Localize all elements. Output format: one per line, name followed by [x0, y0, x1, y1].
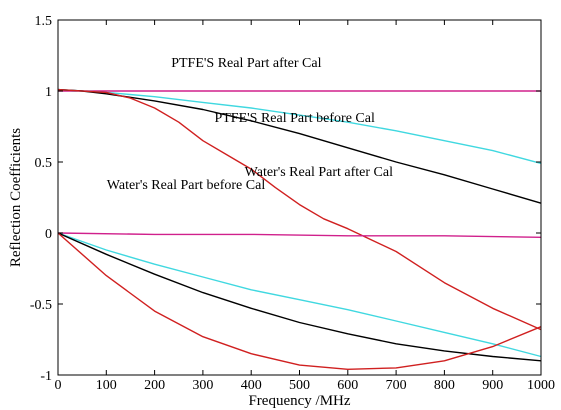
series-line-4 — [57, 232, 542, 238]
y-tick-label: 1.5 — [35, 14, 53, 29]
x-tick-label: 400 — [241, 378, 262, 393]
series-line-6 — [57, 232, 542, 362]
x-tick-label: 800 — [434, 378, 455, 393]
y-tick-label: 0 — [45, 227, 52, 242]
annotation-label: Water's Real Part before Cal — [107, 178, 266, 193]
annotation-label: Water's Real Part after Cal — [245, 165, 393, 180]
series-line-1 — [57, 88, 542, 165]
annotation-label: PTFE'S Real Part after Cal — [171, 56, 321, 71]
annotation-layer: PTFE'S Real Part after Cal PTFE'S Real Pa… — [107, 56, 393, 193]
y-tick-label: 0.5 — [35, 156, 53, 171]
x-tick-label: 0 — [55, 378, 62, 393]
series-line-3 — [57, 88, 542, 331]
series-line-7 — [57, 232, 542, 370]
x-tick-label: 700 — [386, 378, 407, 393]
series-line-5 — [57, 232, 542, 358]
x-tick-label: 500 — [289, 378, 310, 393]
x-tick-label: 300 — [192, 378, 213, 393]
y-axis-title: Reflection Coefficients — [8, 128, 24, 267]
series-layer — [57, 88, 542, 370]
x-tick-label: 900 — [482, 378, 503, 393]
x-tick-label: 1000 — [527, 378, 555, 393]
y-tick-label: 1 — [45, 85, 52, 100]
y-tick-label: -0.5 — [30, 298, 52, 313]
annotation-label: PTFE'S Real Part before Cal — [214, 111, 374, 126]
x-tick-label: 100 — [96, 378, 117, 393]
x-axis-title: Frequency /MHz — [248, 393, 350, 409]
ticks-layer: 0 100 200 300 400 500 600 700 800 900 1000 -1 -0.5 0 0… — [30, 14, 555, 393]
plot-frame — [57, 19, 542, 376]
x-tick-label: 200 — [144, 378, 165, 393]
x-tick-label: 600 — [337, 378, 358, 393]
y-tick-label: -1 — [40, 369, 52, 384]
series-line-2 — [57, 88, 542, 204]
